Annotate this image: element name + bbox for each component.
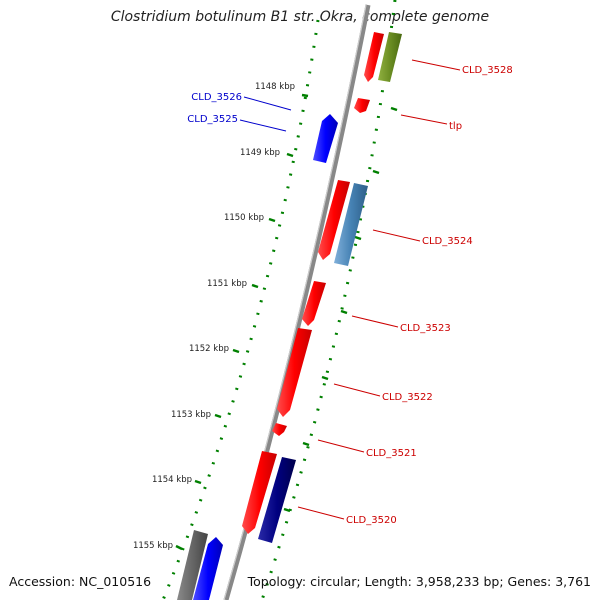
feature-bar-cld3528[interactable]	[378, 32, 402, 82]
tick-mark	[214, 413, 222, 419]
genome-summary-text: Topology: circular; Length: 3,958,233 bp…	[247, 574, 591, 589]
gene-labels: CLD_3528 tlp CLD_3526 CLD_3525 CLD_3524 …	[187, 65, 512, 526]
leader-line-tlp	[400, 114, 448, 125]
tick-mark	[340, 309, 348, 315]
tick-mark	[268, 217, 276, 223]
leader-line-cld3526	[243, 96, 292, 111]
tick-label: 1148 kbp	[255, 82, 295, 92]
leader-line-cld3525	[239, 119, 287, 132]
tick-marks	[175, 93, 398, 551]
tick-mark	[175, 544, 183, 551]
leader-line-cld3521	[317, 439, 365, 453]
gene-label-tlp[interactable]: tlp	[449, 121, 462, 132]
tick-label: 1155 kbp	[133, 541, 173, 551]
tick-label: 1151 kbp	[207, 279, 247, 289]
gene-arrow-cld3525[interactable]	[313, 114, 338, 163]
gene-arrow-cld3528[interactable]	[364, 32, 384, 82]
gene-label-cld3521[interactable]: CLD_3521	[366, 448, 417, 459]
tick-labels: 1148 kbp 1149 kbp 1150 kbp 1151 kbp 1152…	[133, 82, 295, 551]
tick-label: 1154 kbp	[152, 475, 192, 485]
gene-label-cld3525[interactable]: CLD_3525	[187, 114, 238, 125]
genome-backbone-highlight	[223, 4, 367, 600]
feature-bar-cld3520[interactable]	[258, 457, 296, 543]
gene-label-cld3523[interactable]: CLD_3523	[400, 323, 451, 334]
feature-bar-bottom-gray[interactable]	[177, 530, 208, 600]
tick-mark	[251, 283, 259, 289]
gene-label-cld3522[interactable]: CLD_3522	[382, 392, 433, 403]
gene-arrow-cld3520[interactable]	[242, 451, 277, 534]
gene-arrow-bottom-reverse[interactable]	[193, 537, 223, 600]
gene-arrow-cld3522[interactable]	[277, 328, 312, 417]
gene-arrow-tlp[interactable]	[354, 98, 370, 113]
tick-mark	[283, 507, 291, 513]
genome-title: Clostridium botulinum B1 str. Okra, comp…	[110, 9, 490, 25]
reverse-genes	[177, 114, 338, 600]
leader-line-cld3524	[372, 229, 421, 242]
tick-mark	[286, 152, 294, 158]
leader-line-cld3522	[333, 383, 381, 397]
forward-genes	[242, 32, 402, 543]
tick-label: 1152 kbp	[189, 344, 229, 354]
leader-line-cld3523	[351, 315, 399, 328]
accession-text: Accession: NC_010516	[9, 574, 152, 589]
gene-label-cld3528[interactable]: CLD_3528	[462, 65, 513, 76]
tick-label: 1150 kbp	[224, 213, 264, 223]
tick-mark	[302, 441, 310, 447]
leader-lines	[239, 59, 461, 520]
gene-arrow-cld3521[interactable]	[272, 423, 287, 436]
inner-track-dotted	[161, 19, 320, 600]
tick-label: 1149 kbp	[240, 148, 280, 158]
gene-label-cld3524[interactable]: CLD_3524	[422, 236, 473, 247]
tick-mark	[232, 348, 240, 354]
tick-mark	[321, 375, 329, 381]
tick-mark	[390, 106, 398, 112]
tick-mark	[194, 479, 202, 485]
gene-label-cld3526[interactable]: CLD_3526	[191, 92, 242, 103]
gene-arrow-cld3524[interactable]	[318, 180, 350, 260]
tick-mark	[372, 169, 380, 175]
gene-label-cld3520[interactable]: CLD_3520	[346, 515, 397, 526]
leader-line-cld3528	[411, 59, 461, 71]
tick-mark	[301, 93, 309, 98]
feature-bar-cld3524[interactable]	[334, 183, 368, 266]
tick-label: 1153 kbp	[171, 410, 211, 420]
leader-line-cld3520	[297, 506, 345, 520]
tick-mark	[354, 235, 362, 241]
gene-arrow-cld3523[interactable]	[302, 281, 326, 326]
